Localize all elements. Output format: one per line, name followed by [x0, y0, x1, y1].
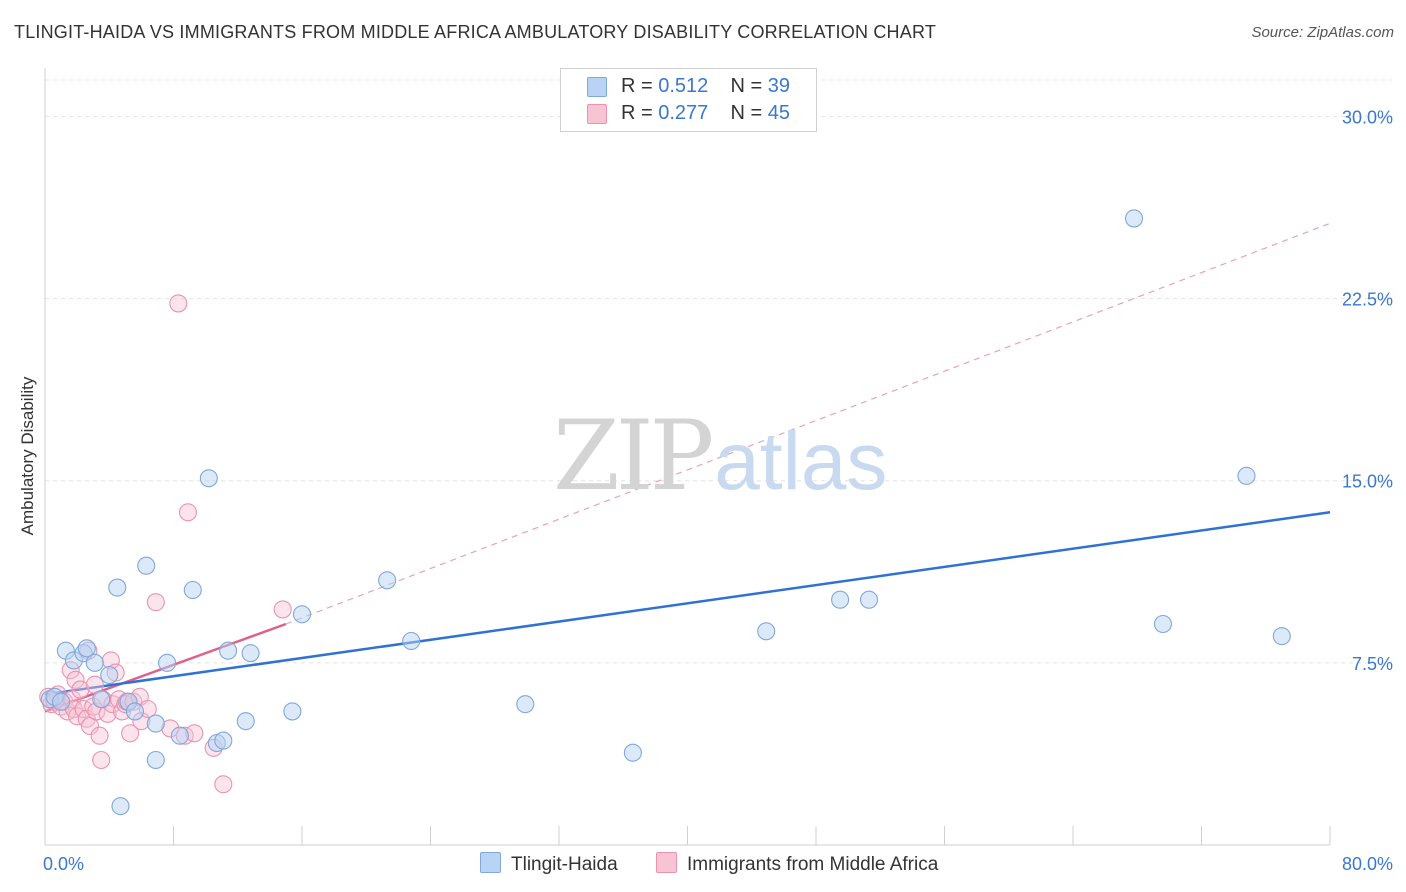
pink-point [214, 775, 233, 794]
blue-point [111, 797, 130, 816]
blue-point [146, 750, 165, 770]
axes [44, 68, 1331, 846]
blue-point [92, 690, 111, 709]
pink-point [90, 726, 109, 745]
blue-point [183, 580, 202, 600]
pink-point [178, 503, 198, 522]
blue-trend-line [44, 511, 1331, 696]
gridlines [45, 79, 1392, 664]
legend: R = 0.512 N = 39 R = 0.277 N = 45 [560, 68, 817, 132]
blue-point [378, 571, 397, 590]
blue-point [1124, 209, 1144, 228]
bottom-legend-label: Tlingit-Haida [511, 854, 618, 875]
pink-point [71, 680, 90, 699]
pink-point [92, 750, 111, 770]
pink-point [169, 294, 188, 313]
legend-n-value: 45 [767, 102, 791, 124]
blue-point [146, 714, 165, 733]
blue-point [85, 653, 104, 672]
blue-point [77, 639, 96, 658]
blue-point [100, 665, 119, 685]
legend-n-value: 39 [767, 75, 791, 97]
y-tick-label: 7.5% [1352, 654, 1393, 674]
legend-n-label: N = [730, 75, 768, 97]
blue-point [158, 653, 177, 672]
bottom-legend-swatch-pink [656, 852, 677, 873]
legend-r-value: 0.277 [658, 102, 709, 124]
blue-points [40, 209, 1291, 816]
blue-point [1237, 466, 1256, 485]
blue-point [283, 702, 302, 721]
legend-n-label: N = [730, 102, 768, 124]
blue-point [236, 712, 255, 731]
bottom-legend-immigrants: Immigrants from Middle Africa [656, 852, 938, 876]
blue-point [831, 590, 850, 609]
watermark-zip: ZIP [553, 400, 714, 512]
legend-r-label: R = [621, 75, 659, 97]
blue-point [859, 590, 879, 609]
blue-point [137, 556, 156, 575]
legend-r-label: R = [621, 102, 659, 124]
blue-point [516, 695, 535, 714]
blue-point [757, 622, 776, 641]
bottom-legend-tlingit-haida: Tlingit-Haida [480, 852, 618, 876]
blue-point [1153, 614, 1172, 634]
legend-r-value: 0.512 [658, 75, 709, 97]
watermark-atlas: atlas [714, 416, 888, 507]
legend-swatch-pink [587, 104, 607, 124]
blue-point [170, 726, 189, 745]
blue-point [199, 469, 218, 488]
blue-point [292, 605, 312, 624]
blue-point [241, 644, 260, 663]
blue-point [52, 692, 71, 711]
blue-point [219, 641, 238, 660]
chart-title: TLINGIT-HAIDA VS IMMIGRANTS FROM MIDDLE … [14, 22, 937, 42]
tick-labels: 7.5% 15.0% 22.5% 30.0% 0.0% 80.0% [43, 107, 1393, 874]
pink-point [66, 670, 85, 689]
source-label: Source: ZipAtlas.com [1251, 24, 1394, 41]
blue-point [623, 743, 642, 762]
blue-point [1272, 627, 1291, 646]
pink-point [273, 600, 292, 619]
x-tick-label-min: 0.0% [43, 854, 84, 874]
blue-point [214, 731, 233, 750]
x-tick-label-max: 80.0% [1342, 854, 1393, 874]
watermark: ZIPatlas [553, 400, 887, 512]
blue-point [125, 702, 144, 721]
y-tick-label: 30.0% [1342, 107, 1393, 127]
blue-point [402, 631, 421, 651]
blue-point [108, 578, 127, 597]
y-tick-label: 15.0% [1342, 472, 1393, 492]
bottom-legend-label: Immigrants from Middle Africa [687, 854, 939, 875]
pink-point [146, 593, 165, 612]
pink-point [121, 724, 140, 743]
bottom-legend-swatch-blue [480, 852, 501, 873]
legend-swatch-blue [587, 77, 607, 97]
y-tick-label: 22.5% [1342, 290, 1393, 310]
